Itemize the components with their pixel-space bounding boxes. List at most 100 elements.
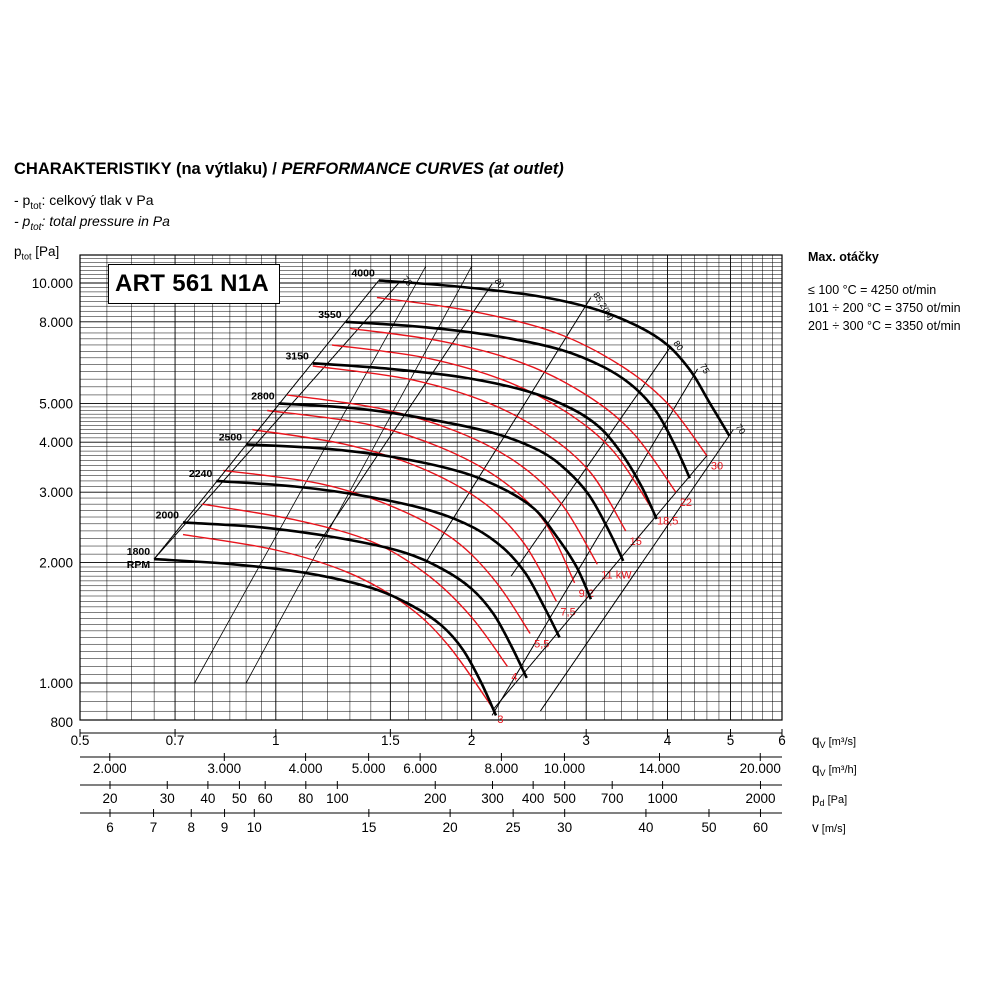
axes: 800 1.000 2.000 3.000 4.000 5.000 8.000 10.000 0… [32, 276, 857, 835]
x-tick-label: 1.5 [381, 733, 400, 748]
speed-curve [312, 362, 658, 520]
x-tick-label: 9 [221, 820, 229, 835]
x-tick-label: 500 [553, 791, 576, 806]
y-tick-label: 2.000 [39, 556, 73, 571]
efficiency-line [539, 429, 734, 712]
y-tick-label: 8.000 [39, 315, 73, 330]
efficiency-line [153, 281, 400, 560]
y-tick-label: 800 [50, 715, 73, 730]
power-curve [286, 394, 598, 565]
efficiency-label: 80 [671, 339, 685, 353]
x-tick-label: 15 [361, 820, 376, 835]
y-tick-label: 5.000 [39, 396, 73, 411]
x-tick-label: 20 [443, 820, 458, 835]
max-rpm-line: 201 ÷ 300 °C = 3350 ot/min [808, 319, 961, 333]
note-en: - ptot: total pressure in Pa [14, 213, 170, 233]
x-tick-label: 200 [424, 791, 447, 806]
power-curve [252, 428, 558, 602]
x-tick-label: 40 [638, 820, 653, 835]
power-end-line [493, 455, 708, 710]
model-label-box: ART 561 N1A [108, 264, 280, 304]
power-label: 18,5 [657, 515, 678, 527]
x-tick-label: 10.000 [544, 761, 585, 776]
speed-unit-label: RPM [127, 559, 151, 571]
x-tick-label: 20 [102, 791, 117, 806]
speed-label: 2240 [189, 468, 213, 480]
power-label: 3 [497, 714, 503, 726]
max-rpm-title: Max. otáčky [808, 250, 879, 264]
x-tick-label: 1 [272, 733, 280, 748]
x-tick-label: 40 [200, 791, 215, 806]
x-tick-label: 80 [298, 791, 313, 806]
x-tick-label: 20.000 [740, 761, 781, 776]
x-tick-label: 4 [664, 733, 672, 748]
speed-start-line [153, 280, 380, 560]
y-tick-label: 3.000 [39, 485, 73, 500]
x-tick-label: 8 [188, 820, 196, 835]
power-curve [182, 533, 494, 710]
max-rpm-line: 101 ÷ 200 °C = 3750 ot/min [808, 301, 961, 315]
y-axis-label: ptot [Pa] [14, 244, 60, 262]
power-curve [349, 327, 677, 493]
x-axis-label: qV [m³/s] [812, 733, 856, 750]
power-label: 7,5 [560, 606, 575, 618]
power-label: 15 [630, 536, 642, 548]
power-label: 30 [711, 461, 723, 473]
grid [79, 254, 783, 721]
x-tick-label: 6 [778, 733, 786, 748]
speed-curve [278, 402, 625, 562]
x-tick-label: 60 [753, 820, 768, 835]
power-curve [201, 503, 508, 667]
speed-curve [216, 479, 561, 638]
auxiliary-diagonals [194, 266, 472, 684]
speed-label: 4000 [351, 267, 375, 279]
x-tick-label: 700 [601, 791, 624, 806]
x-tick-label: 50 [701, 820, 716, 835]
power-curve [312, 365, 627, 532]
x-tick-label: 25 [506, 820, 521, 835]
aux-diagonal-line [194, 266, 427, 684]
x-axis-label: v [m/s] [812, 820, 846, 835]
aux-diagonal-line [245, 266, 472, 684]
plot-frame [79, 254, 783, 721]
speed-label: 1800 [127, 546, 151, 558]
efficiency-line [510, 345, 672, 577]
x-tick-label: 10 [247, 820, 262, 835]
x-tick-label: 400 [522, 791, 545, 806]
plot-area [80, 255, 782, 720]
x-tick-label: 300 [481, 791, 504, 806]
power-label: 22 [680, 497, 692, 509]
speed-curve [345, 320, 691, 479]
speed-label: 2800 [251, 390, 275, 402]
x-tick-label: 2.000 [93, 761, 127, 776]
power-curve [376, 296, 708, 457]
x-tick-label: 0.7 [166, 733, 185, 748]
x-tick-label: 3 [582, 733, 590, 748]
y-tick-label: 1.000 [39, 676, 73, 691]
x-tick-label: 6.000 [403, 761, 437, 776]
x-tick-label: 3.000 [207, 761, 241, 776]
x-tick-label: 1000 [648, 791, 678, 806]
x-tick-label: 2 [468, 733, 476, 748]
power-label: 5,5 [534, 638, 549, 650]
x-tick-label: 6 [106, 820, 114, 835]
model-label: ART 561 N1A [115, 270, 270, 297]
note-cz: - ptot: celkový tlak v Pa [14, 192, 154, 212]
x-tick-label: 4.000 [289, 761, 323, 776]
x-tick-label: 14.000 [639, 761, 680, 776]
speed-label: 3550 [318, 309, 342, 321]
x-axis-label: qV [m³/h] [812, 761, 857, 778]
max-rpm-line: ≤ 100 °C = 4250 ot/min [808, 283, 937, 297]
x-tick-label: 2000 [745, 791, 775, 806]
speed-curve [182, 521, 528, 679]
efficiency-label: 75 [400, 274, 414, 288]
speed-label: 3150 [285, 350, 309, 362]
x-axis-label: pd [Pa] [812, 791, 847, 808]
x-tick-label: 8.000 [485, 761, 519, 776]
chart-title: CHARAKTERISTIKY (na výtlaku) / PERFORMAN… [14, 160, 564, 178]
efficiency-line [491, 368, 699, 716]
x-tick-label: 0.5 [71, 733, 90, 748]
y-tick-label: 4.000 [39, 435, 73, 450]
